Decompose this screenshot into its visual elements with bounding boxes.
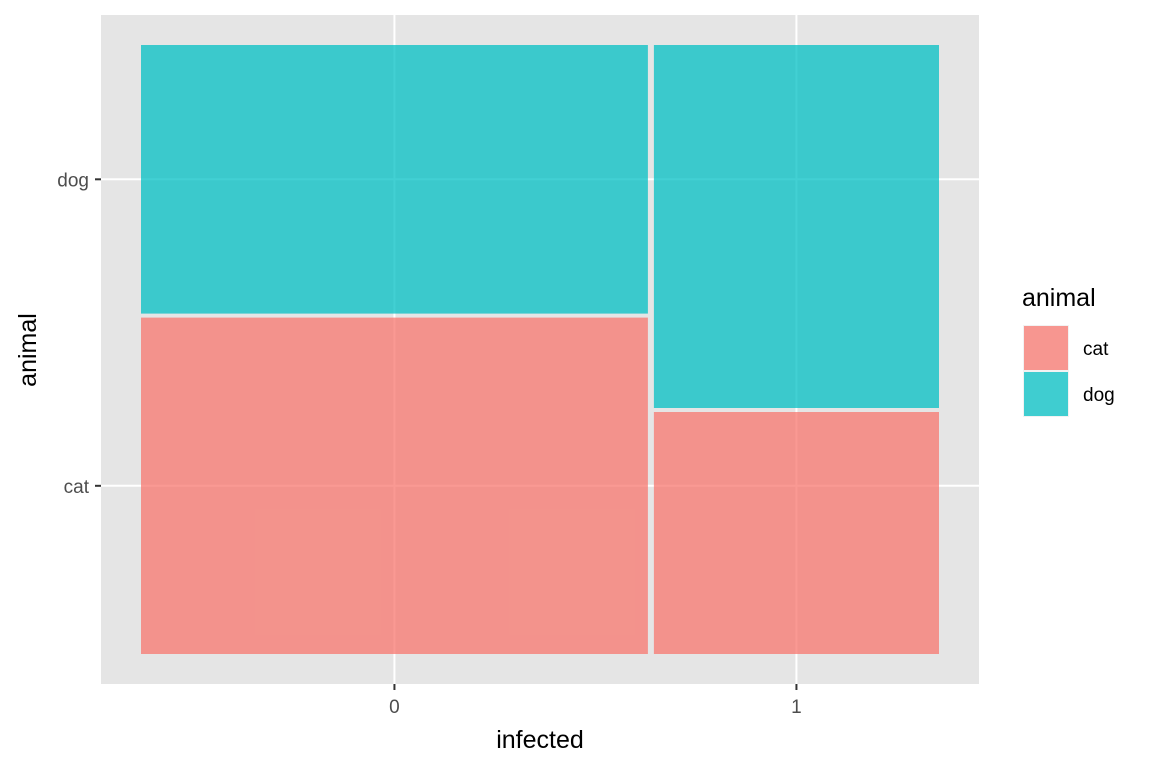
- tile-cat-1: [653, 412, 939, 654]
- tile-cat-0: [141, 317, 648, 654]
- legend-label-cat: cat: [1083, 339, 1109, 360]
- legend-swatch-cat: [1024, 326, 1068, 370]
- x-axis-title: infected: [496, 726, 584, 754]
- tile-dog-1: [653, 45, 939, 408]
- legend-title: animal: [1022, 284, 1096, 312]
- legend-swatch-dog: [1024, 372, 1068, 416]
- legend-label-dog: dog: [1083, 385, 1115, 406]
- x-tick-label-1: 1: [791, 697, 802, 718]
- legend-items: cat dog: [1023, 325, 1115, 417]
- mosaic-tiles: [141, 45, 939, 654]
- y-axis: cat dog: [57, 170, 101, 498]
- y-tick-label-dog: dog: [57, 170, 89, 191]
- y-tick-label-cat: cat: [64, 477, 90, 498]
- y-axis-title: animal: [14, 313, 42, 387]
- legend: animal cat dog: [1022, 284, 1115, 417]
- x-tick-label-0: 0: [389, 697, 400, 718]
- tile-dog-0: [141, 45, 648, 314]
